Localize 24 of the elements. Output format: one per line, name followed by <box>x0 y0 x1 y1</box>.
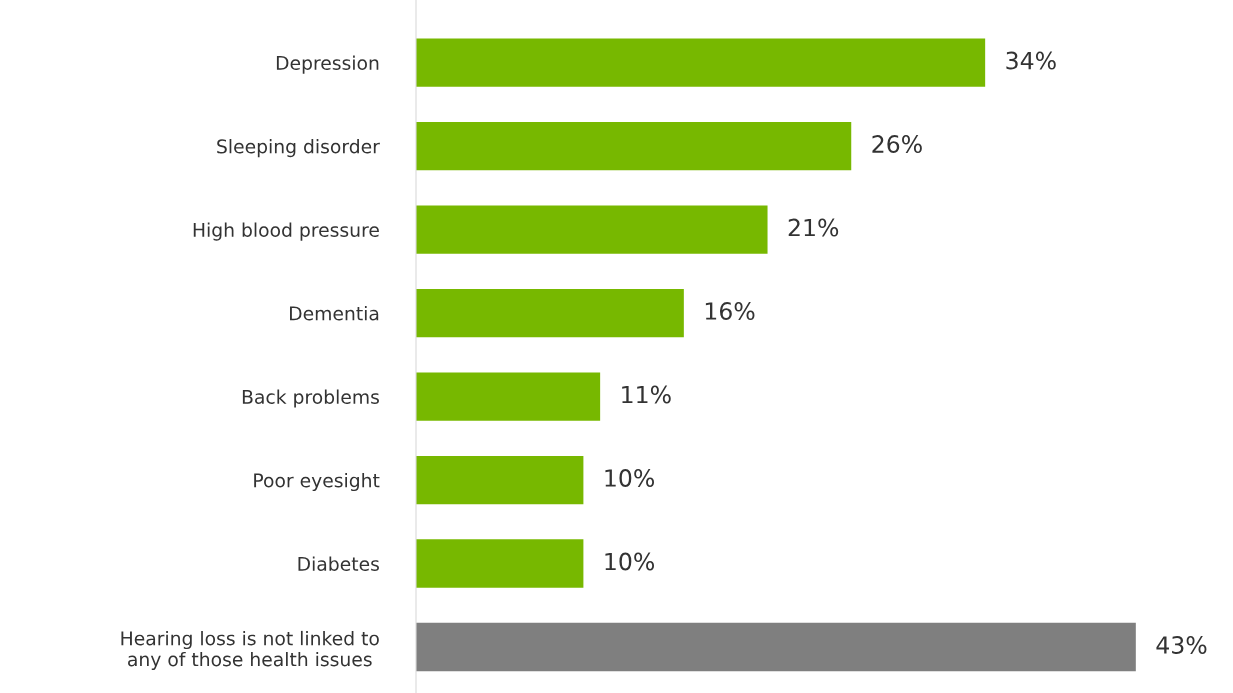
data-label: 10% <box>605 469 655 487</box>
y-tick-label: High blood pressure <box>193 222 379 241</box>
bar <box>416 288 684 338</box>
data-label: 26% <box>872 135 922 153</box>
y-tick-label: Dementia <box>290 305 379 321</box>
bar <box>416 622 1136 672</box>
data-label: 10% <box>605 552 655 571</box>
y-tick-label: Sleeping disorder <box>217 138 380 158</box>
y-tick-label: Hearing loss is not linked to any of those health issues <box>121 630 379 671</box>
bar <box>416 121 852 171</box>
y-tick-label: Poor eyesight <box>254 472 380 492</box>
bar <box>416 205 768 254</box>
bar <box>416 38 986 87</box>
data-label: 21% <box>788 218 839 237</box>
bar <box>416 372 601 421</box>
y-tick-label: Depression <box>276 55 379 74</box>
y-tick-label: Diabetes <box>298 556 379 571</box>
data-label: 43% <box>1156 636 1207 654</box>
data-label: 34% <box>1006 51 1056 70</box>
data-label: 11% <box>622 385 671 404</box>
bar <box>416 539 584 588</box>
data-label: 16% <box>705 302 755 320</box>
bar <box>416 455 584 505</box>
y-tick-label: Back problems <box>242 389 379 408</box>
